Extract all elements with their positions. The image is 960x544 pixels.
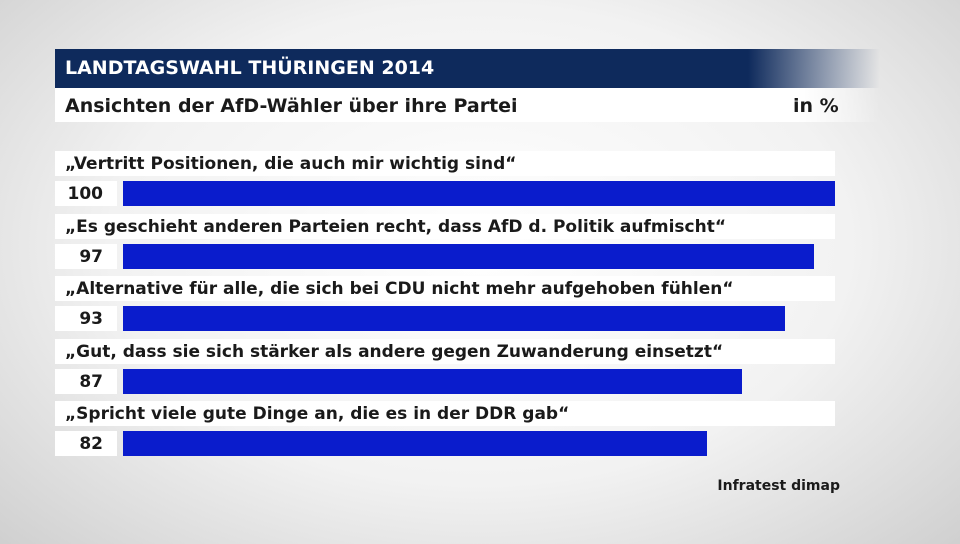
- bar-category-label: „Gut, dass sie sich stärker als andere g…: [55, 338, 835, 364]
- chart-title: LANDTAGSWAHL THÜRINGEN 2014: [65, 57, 435, 79]
- chart-header-subtitle: Ansichten der AfD-Wähler über ihre Parte…: [55, 88, 880, 122]
- bar-category-label: „Spricht viele gute Dinge an, die es in …: [55, 401, 835, 426]
- bar-value-label: 87: [55, 368, 117, 394]
- bar-value-label: 97: [55, 243, 117, 269]
- chart-subtitle: Ansichten der AfD-Wähler über ihre Parte…: [65, 95, 518, 117]
- bar: [123, 306, 786, 331]
- bar-value-label: 82: [55, 431, 117, 456]
- bar-value-label: 100: [55, 181, 117, 206]
- bar-category-label: „Alternative für alle, die sich bei CDU …: [55, 276, 835, 301]
- bar-value-label: 93: [55, 306, 117, 331]
- chart-header-title: LANDTAGSWAHL THÜRINGEN 2014: [55, 49, 880, 88]
- unit-label: in %: [793, 95, 839, 117]
- bar: [123, 181, 835, 206]
- bar: [123, 431, 707, 456]
- bar: [123, 243, 814, 269]
- bar-category-label: „Es geschieht anderen Parteien recht, da…: [55, 213, 835, 239]
- bar-category-label: „Vertritt Positionen, die auch mir wicht…: [55, 151, 835, 176]
- source-label: Infratest dimap: [717, 478, 840, 494]
- bar: [123, 368, 743, 394]
